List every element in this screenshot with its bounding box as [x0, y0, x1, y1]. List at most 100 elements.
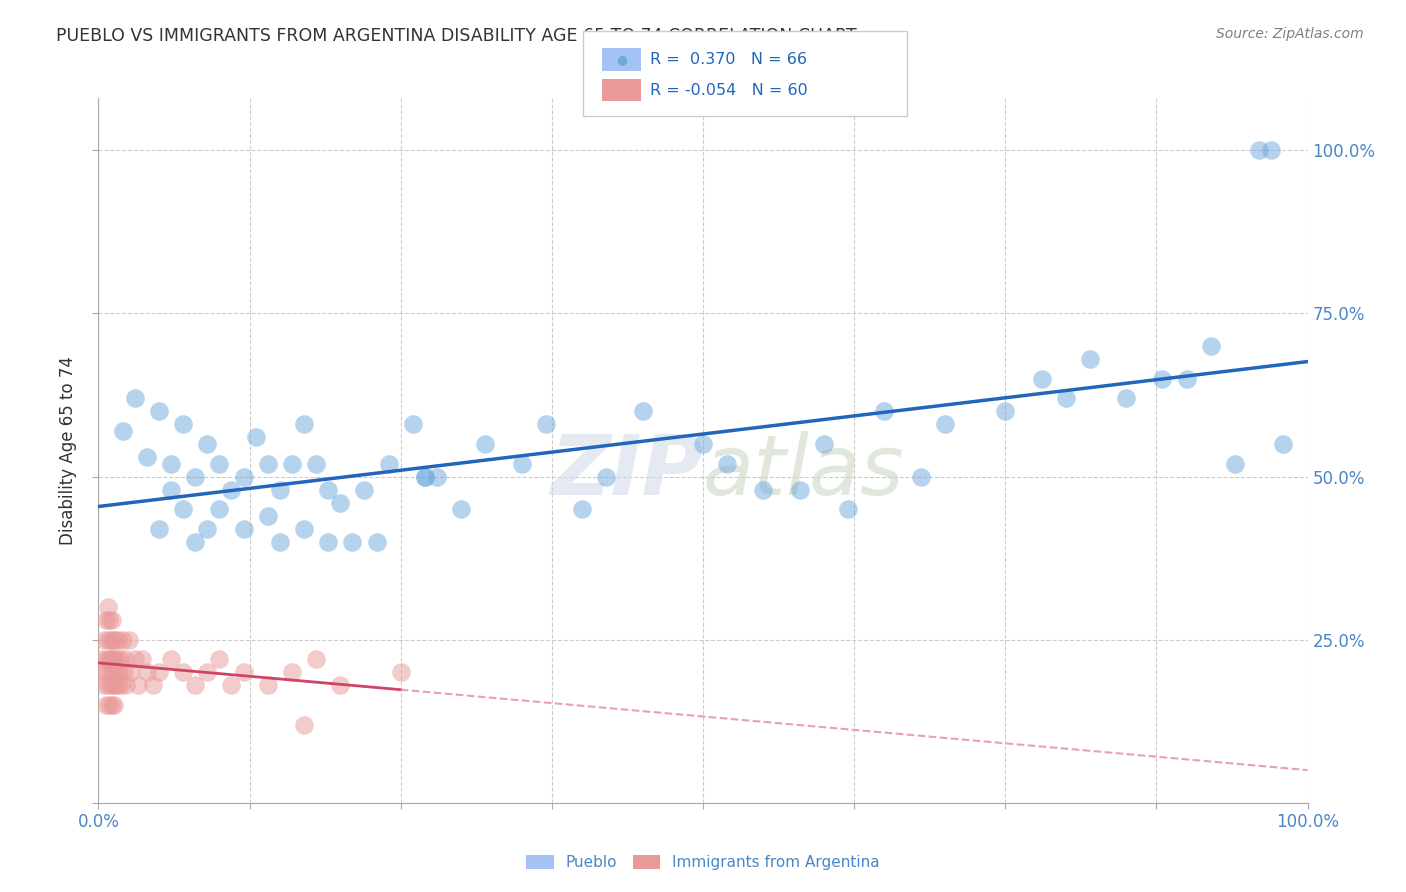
- Point: [94, 613, 117, 627]
- Point: [127, 678, 149, 692]
- Point: [100, 613, 122, 627]
- Point: [281, 457, 304, 471]
- Point: [281, 665, 304, 680]
- Y-axis label: Disability Age 65 to 74: Disability Age 65 to 74: [59, 356, 77, 545]
- Point: [195, 665, 218, 680]
- Point: [94, 698, 117, 712]
- Point: [96, 665, 118, 680]
- Point: [110, 678, 132, 692]
- Point: [135, 450, 157, 464]
- Point: [142, 678, 165, 692]
- Point: [269, 534, 291, 549]
- Point: [208, 457, 231, 471]
- Point: [813, 437, 835, 451]
- Point: [148, 665, 170, 680]
- Point: [316, 534, 339, 549]
- Point: [115, 678, 138, 692]
- Point: [1272, 437, 1295, 451]
- Point: [100, 698, 122, 712]
- Point: [366, 534, 388, 549]
- Point: [292, 717, 315, 731]
- Point: [195, 437, 218, 451]
- Point: [305, 457, 328, 471]
- Legend: Pueblo, Immigrants from Argentina: Pueblo, Immigrants from Argentina: [520, 849, 886, 876]
- Point: [232, 522, 254, 536]
- Point: [98, 698, 121, 712]
- Point: [292, 522, 315, 536]
- Point: [245, 430, 267, 444]
- Text: atlas: atlas: [703, 431, 904, 512]
- Point: [402, 417, 425, 432]
- Point: [124, 391, 146, 405]
- Point: [100, 678, 122, 692]
- Point: [413, 469, 436, 483]
- Point: [160, 483, 183, 497]
- Point: [104, 678, 127, 692]
- Point: [256, 508, 278, 523]
- Point: [208, 502, 231, 516]
- Point: [752, 483, 775, 497]
- Point: [97, 600, 120, 615]
- Point: [716, 457, 738, 471]
- Point: [105, 652, 128, 666]
- Point: [91, 652, 114, 666]
- Point: [1115, 391, 1137, 405]
- Point: [131, 652, 153, 666]
- Point: [100, 652, 122, 666]
- Point: [305, 652, 328, 666]
- Point: [103, 652, 125, 666]
- Point: [100, 665, 122, 680]
- Point: [135, 665, 157, 680]
- Point: [292, 417, 315, 432]
- Point: [103, 698, 125, 712]
- Point: [910, 469, 932, 483]
- Point: [631, 404, 654, 418]
- Point: [208, 652, 231, 666]
- Point: [789, 483, 811, 497]
- Point: [256, 678, 278, 692]
- Point: [184, 678, 207, 692]
- Point: [256, 457, 278, 471]
- Point: [118, 632, 141, 647]
- Point: [160, 457, 183, 471]
- Point: [329, 496, 352, 510]
- Point: [100, 632, 122, 647]
- Point: [329, 678, 352, 692]
- Point: [105, 665, 128, 680]
- Point: [837, 502, 859, 516]
- Point: [353, 483, 375, 497]
- Text: Source: ZipAtlas.com: Source: ZipAtlas.com: [1216, 27, 1364, 41]
- Point: [97, 632, 120, 647]
- Point: [172, 417, 194, 432]
- Point: [450, 502, 472, 516]
- Point: [269, 483, 291, 497]
- Point: [413, 469, 436, 483]
- Point: [1175, 372, 1198, 386]
- Point: [101, 678, 124, 692]
- Point: [107, 678, 129, 692]
- Point: [692, 437, 714, 451]
- Point: [316, 483, 339, 497]
- Point: [101, 665, 124, 680]
- Point: [377, 457, 399, 471]
- Text: PUEBLO VS IMMIGRANTS FROM ARGENTINA DISABILITY AGE 65 TO 74 CORRELATION CHART: PUEBLO VS IMMIGRANTS FROM ARGENTINA DISA…: [56, 27, 856, 45]
- Point: [107, 632, 129, 647]
- Point: [426, 469, 449, 483]
- Point: [98, 652, 121, 666]
- Point: [91, 665, 114, 680]
- Point: [184, 534, 207, 549]
- Point: [873, 404, 896, 418]
- Point: [98, 613, 121, 627]
- Point: [389, 665, 412, 680]
- Point: [1260, 144, 1282, 158]
- Point: [108, 652, 131, 666]
- Point: [1223, 457, 1246, 471]
- Point: [1031, 372, 1053, 386]
- Point: [148, 404, 170, 418]
- Point: [1054, 391, 1077, 405]
- Point: [195, 522, 218, 536]
- Point: [114, 652, 136, 666]
- Point: [108, 665, 131, 680]
- Point: [100, 652, 122, 666]
- Point: [595, 469, 617, 483]
